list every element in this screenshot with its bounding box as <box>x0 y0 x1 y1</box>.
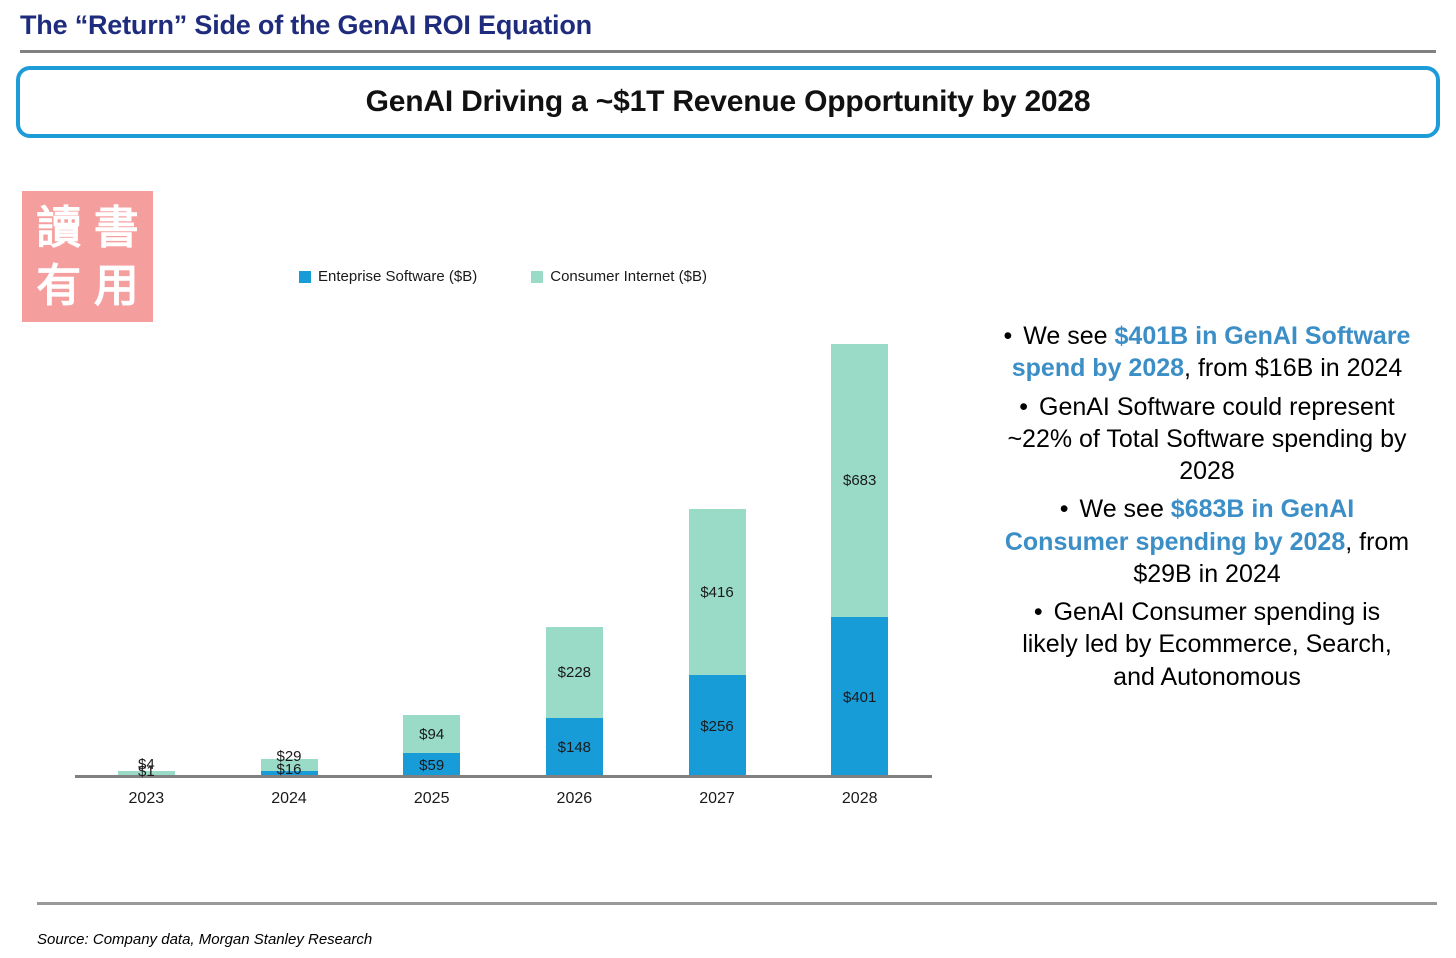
bullet-marker: • <box>1059 495 1069 524</box>
bullet-marker: • <box>1003 322 1013 350</box>
stacked-bar-chart: $4 $1 $29 $16 $94 $59 $228 $148 $416 $256 $683 $401 <box>75 327 931 780</box>
bar-stack: $228 $148 <box>545 627 603 777</box>
bar-segment: $228 <box>545 627 603 718</box>
bar-group-2028: $683 $401 <box>788 327 931 777</box>
bar-stack: $416 $256 <box>688 509 746 777</box>
bar-segment: $94 <box>403 715 461 753</box>
insight-bullets: • We see $401B in GenAI Software spend by… <box>1003 320 1411 699</box>
bar-group-2025: $94 $59 <box>360 327 503 777</box>
stamp-char: 書 <box>93 202 139 254</box>
bar-segment <box>117 771 175 775</box>
x-axis-label: 2023 <box>128 790 165 807</box>
x-axis-labels: 2023 2024 2025 2026 2027 2028 <box>75 790 931 808</box>
bullet-text: GenAI Software could represent ~22% of T… <box>1007 392 1407 486</box>
headline-banner: GenAI Driving a ~$1T Revenue Opportunity… <box>16 66 1440 138</box>
bullet-marker: • <box>1019 392 1028 421</box>
bar-segment <box>260 759 318 771</box>
bar-segment: $256 <box>688 675 746 777</box>
bullet-text: , from $16B in 2024 <box>1184 354 1403 383</box>
chart-legend: Enteprise Software ($B) Consumer Interne… <box>75 268 931 285</box>
source-attribution: Source: Company data, Morgan Stanley Res… <box>37 931 373 948</box>
bar-value-label: $228 <box>557 664 592 681</box>
bar-value-label: $94 <box>419 725 445 743</box>
x-axis-label: 2027 <box>699 790 735 807</box>
bullet-highlight: $401B in GenAI Software spend by 2028 <box>1011 322 1411 383</box>
bar-group-2023: $4 $1 <box>75 327 218 780</box>
bullet-text: We see <box>1023 322 1115 350</box>
bar-value-label: $416 <box>700 583 734 601</box>
title-divider <box>20 50 1436 53</box>
legend-item-consumer: Consumer Internet ($B) <box>531 268 707 285</box>
page-title: The “Return” Side of the GenAI ROI Equat… <box>20 10 592 40</box>
bullet-text: , from $29B in 2024 <box>1133 527 1410 588</box>
bar-value-label: $148 <box>557 739 592 756</box>
headline-banner-text: GenAI Driving a ~$1T Revenue Opportunity… <box>365 85 1091 118</box>
bar-value-label: $4 <box>137 756 155 773</box>
bar-value-label: $401 <box>843 688 877 706</box>
insight-bullet: • GenAI Consumer spending is likely led b… <box>1003 596 1411 693</box>
stamp-char: 讀 <box>36 202 82 254</box>
legend-label: Consumer Internet ($B) <box>550 268 707 285</box>
x-axis-label: 2028 <box>841 790 878 807</box>
x-axis-line <box>75 775 932 778</box>
x-axis-label: 2025 <box>413 790 450 807</box>
bar-value-label: $59 <box>419 756 445 774</box>
chinese-stamp-logo: 讀 書 有 用 <box>22 191 153 322</box>
x-axis-label: 2024 <box>271 790 307 807</box>
bullet-marker: • <box>1033 598 1043 626</box>
legend-swatch-enterprise <box>299 270 311 283</box>
bullet-highlight: $683B in GenAI Consumer spending by 2028 <box>1004 495 1355 556</box>
bar-stack: $683 $401 <box>831 344 889 777</box>
bar-segment: $59 <box>403 753 461 777</box>
stamp-char: 用 <box>93 259 139 311</box>
bullet-text: We see <box>1079 495 1171 524</box>
bar-segment <box>260 771 318 777</box>
insight-bullet: • We see $401B in GenAI Software spend by… <box>1003 320 1411 385</box>
bullet-text: GenAI Consumer spending is likely led by… <box>1022 598 1392 691</box>
bar-group-2026: $228 $148 <box>503 327 646 777</box>
bar-group-2027: $416 $256 <box>646 327 789 777</box>
bar-segment: $416 <box>688 509 746 675</box>
legend-swatch-consumer <box>531 270 544 283</box>
insight-bullet: • We see $683B in GenAI Consumer spending… <box>1003 493 1411 590</box>
bar-value-label: $683 <box>843 472 877 489</box>
stamp-char: 有 <box>36 259 82 311</box>
bar-stack <box>260 759 318 777</box>
bar-value-label: $29 <box>276 748 302 765</box>
legend-item-enterprise: Enteprise Software ($B) <box>299 268 477 285</box>
x-axis-label: 2026 <box>556 790 593 807</box>
bar-value-label: $16 <box>276 761 302 778</box>
bar-segment: $401 <box>831 617 889 777</box>
legend-label: Enteprise Software ($B) <box>318 268 478 285</box>
footer-divider <box>37 902 1437 905</box>
bar-segment: $683 <box>831 344 889 617</box>
insight-bullet: • GenAI Software could represent ~22% of … <box>1003 391 1411 488</box>
bar-value-label: $1 <box>137 763 155 780</box>
bar-segment: $148 <box>545 718 603 777</box>
bar-stack: $94 $59 <box>403 715 461 777</box>
bar-group-2024: $29 $16 <box>218 327 361 778</box>
bar-value-label: $256 <box>700 717 734 735</box>
